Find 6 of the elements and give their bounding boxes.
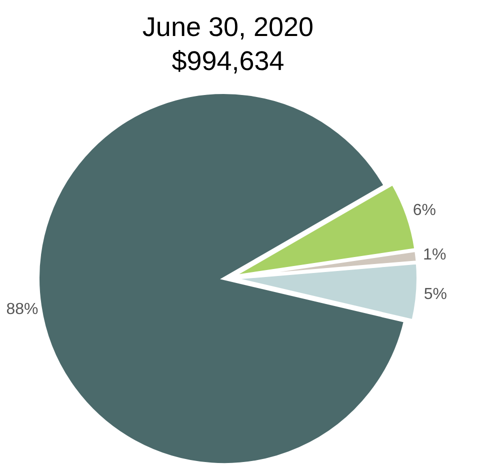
data-label: 88% xyxy=(6,300,38,318)
data-label: 1% xyxy=(423,246,446,264)
chart-subtitle: $994,634 xyxy=(172,46,284,76)
chart-title: June 30, 2020 xyxy=(142,12,314,42)
data-label: 6% xyxy=(412,202,436,220)
data-label: 5% xyxy=(424,286,448,303)
